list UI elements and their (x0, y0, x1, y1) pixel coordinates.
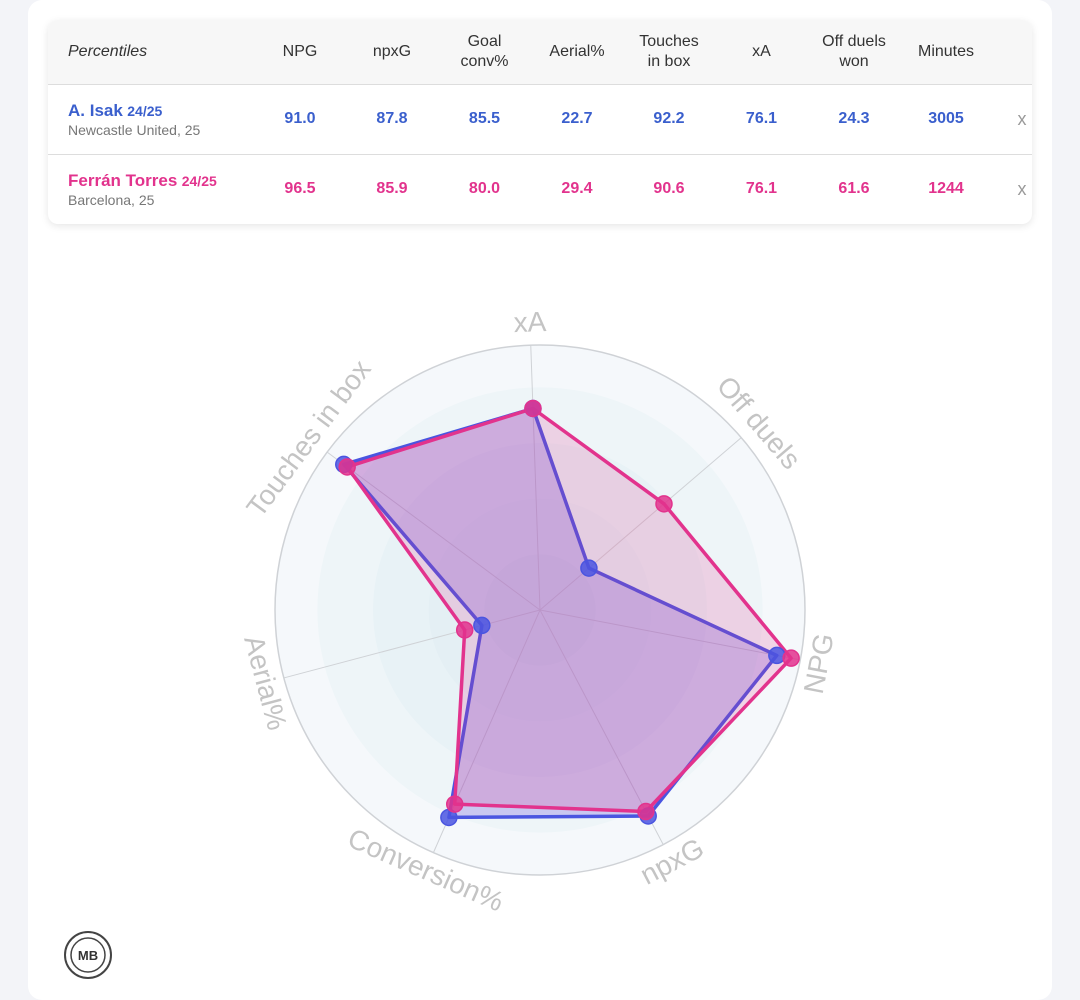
svg-text:MB: MB (78, 948, 98, 963)
radar-point-torres (455, 621, 474, 639)
radar-point-isak (580, 559, 598, 577)
header-npg: NPG (254, 20, 346, 85)
player-season: 24/25 (127, 102, 163, 119)
stat-cell: 87.8 (376, 110, 408, 127)
header-goal-conv: Goal conv% (438, 20, 531, 85)
radar-spoke (283, 609, 541, 679)
stat-cell: 96.5 (284, 180, 316, 198)
table-header-row: Percentiles NPG npxG Goal conv% Aerial% Touche… (48, 20, 1032, 85)
radar-point-torres (637, 802, 655, 821)
header-xa: xA (715, 20, 808, 85)
radar-spoke (539, 437, 742, 611)
header-aerial: Aerial% (531, 20, 623, 85)
table-row: Ferrán Torres 24/25 Barcelona, 25 96.5 85.9… (48, 154, 1032, 224)
header-minutes: Minutes (900, 20, 992, 85)
player-name[interactable]: A. Isak (68, 100, 123, 120)
stat-cell: 76.1 (745, 110, 778, 127)
header-touches-in-box: Touches in box (623, 20, 715, 85)
player-name[interactable]: Ferrán Torres (68, 170, 178, 190)
player-season: 24/25 (181, 172, 217, 189)
radar-point-isak (768, 646, 786, 665)
stat-cell: 92.2 (653, 110, 685, 127)
stat-cell: 91.0 (284, 110, 316, 127)
radar-point-torres (445, 795, 464, 813)
header-npxg: npxG (346, 20, 438, 85)
table-row: A. Isak 24/25 Newcastle United, 25 91.0 87.… (48, 84, 1032, 154)
stat-cell: 1244 (928, 180, 964, 198)
header-percentiles: Percentiles (48, 20, 254, 85)
radar-outer-ring (274, 344, 806, 876)
stat-cell: 22.7 (561, 110, 593, 127)
radar-area-torres (345, 406, 793, 814)
remove-player-button[interactable]: x (1017, 178, 1027, 199)
axis-label: xA (513, 306, 547, 338)
player-cell: Ferrán Torres 24/25 Barcelona, 25 (48, 154, 254, 224)
radar-point-torres (655, 495, 673, 513)
radar-point-torres (338, 458, 356, 476)
radar-point-torres (782, 649, 800, 667)
header-off-duels-won: Off duels won (808, 20, 900, 85)
header-remove (992, 20, 1032, 85)
stat-cell: 76.1 (745, 180, 778, 198)
player-cell: A. Isak 24/25 Newcastle United, 25 (48, 84, 254, 154)
player-team: Barcelona, 25 (68, 191, 155, 208)
radar-spoke (530, 345, 541, 611)
radar-point-torres (524, 399, 542, 418)
axis-label: NPG (798, 631, 840, 696)
percentiles-table-card: Percentiles NPG npxG Goal conv% Aerial% Touche… (48, 20, 1032, 224)
player-team: Newcastle United, 25 (68, 121, 201, 138)
stat-cell: 61.6 (838, 180, 870, 198)
radar-spoke (539, 609, 801, 661)
radar-point-isak (473, 616, 491, 635)
stat-cell: 29.4 (561, 180, 593, 198)
stat-cell: 85.5 (468, 110, 501, 127)
stat-cell: 80.0 (468, 180, 501, 198)
stat-cell: 24.3 (838, 110, 870, 127)
stat-cell: 3005 (928, 110, 964, 127)
stat-cell: 85.9 (376, 180, 408, 198)
radar-spoke (326, 451, 541, 611)
mb-logo: MB (64, 931, 112, 979)
stat-cell: 90.6 (653, 180, 685, 198)
remove-player-button[interactable]: x (1017, 108, 1027, 129)
percentiles-table: Percentiles NPG npxG Goal conv% Aerial% Touche… (48, 20, 1032, 224)
